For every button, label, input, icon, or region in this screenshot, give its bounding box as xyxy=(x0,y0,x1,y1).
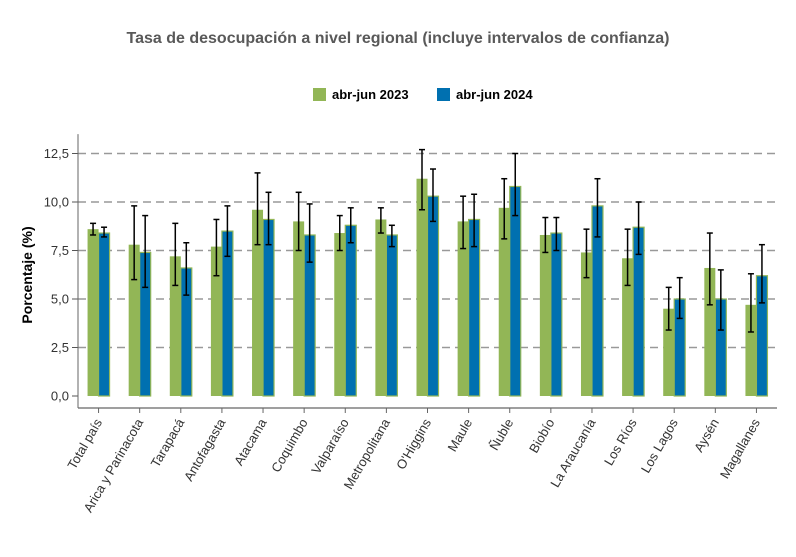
bar-2023 xyxy=(293,221,305,396)
bar-2023 xyxy=(87,229,99,396)
x-tick-label: Magallanes xyxy=(717,416,763,482)
x-tick-label: Biobío xyxy=(526,416,557,455)
bar-2023 xyxy=(704,267,716,396)
x-axis xyxy=(78,407,777,413)
x-tick-label: Maule xyxy=(445,416,476,454)
bar-2023 xyxy=(252,209,264,396)
x-tick-label: Total país xyxy=(64,416,105,472)
bar-2023 xyxy=(457,221,469,396)
x-tick-label: Tarapacá xyxy=(148,415,188,469)
y-tick-label: 2,5 xyxy=(51,340,69,355)
legend: abr-jun 2023 abr-jun 2024 xyxy=(313,87,533,102)
y-tick-label: 7,5 xyxy=(51,243,69,258)
legend-label-2023: abr-jun 2023 xyxy=(332,87,409,102)
bar-2023 xyxy=(375,219,387,396)
bar-2023 xyxy=(128,244,140,396)
y-tick-label: 12,5 xyxy=(44,146,69,161)
error-bars xyxy=(90,148,765,333)
y-tick-labels: 0,0 2,5 5,0 7,5 10,0 12,5 xyxy=(44,146,69,404)
x-tick-label: Atacama xyxy=(231,415,270,468)
bar-2023 xyxy=(745,304,757,396)
legend-swatch-2024 xyxy=(437,88,450,101)
bar-2024 xyxy=(262,218,275,397)
bar-2023 xyxy=(498,207,510,396)
x-tick-label: Ñuble xyxy=(486,416,516,453)
bar-2023 xyxy=(539,234,551,396)
bar-2024 xyxy=(550,232,563,397)
bar-2023 xyxy=(622,258,634,396)
y-tick-label: 0,0 xyxy=(51,389,69,404)
bar-2024 xyxy=(426,195,440,397)
x-tick-label: O'Higgins xyxy=(393,416,434,472)
bar-2023 xyxy=(169,256,181,396)
x-tick-label: Antofagasta xyxy=(181,415,229,483)
bar-2024 xyxy=(509,185,522,397)
y-axis-label: Porcentaje (%) xyxy=(19,226,35,323)
bar-2024 xyxy=(385,234,398,397)
y-tick-label: 10,0 xyxy=(44,195,69,210)
bars xyxy=(87,178,769,397)
x-tick-label: Los Lagos xyxy=(638,416,681,476)
chart-title: Tasa de desocupación a nivel regional (i… xyxy=(127,30,670,47)
y-tick-label: 5,0 xyxy=(51,292,69,307)
bar-2023 xyxy=(416,178,428,396)
gridlines xyxy=(72,134,777,408)
bar-2023 xyxy=(210,246,222,396)
x-tick-label: Valparaíso xyxy=(308,416,352,476)
bar-2024 xyxy=(97,232,111,397)
x-tick-label: Coquimbo xyxy=(268,416,311,475)
x-tick-label: Los Ríos xyxy=(601,416,640,468)
legend-swatch-2023 xyxy=(313,88,326,101)
x-tick-label: Aysén xyxy=(691,416,722,455)
legend-label-2024: abr-jun 2024 xyxy=(456,87,533,102)
bar-2024 xyxy=(344,224,357,397)
bar-2023 xyxy=(580,252,592,396)
bar-2023 xyxy=(663,308,675,396)
bar-2023 xyxy=(334,233,346,396)
